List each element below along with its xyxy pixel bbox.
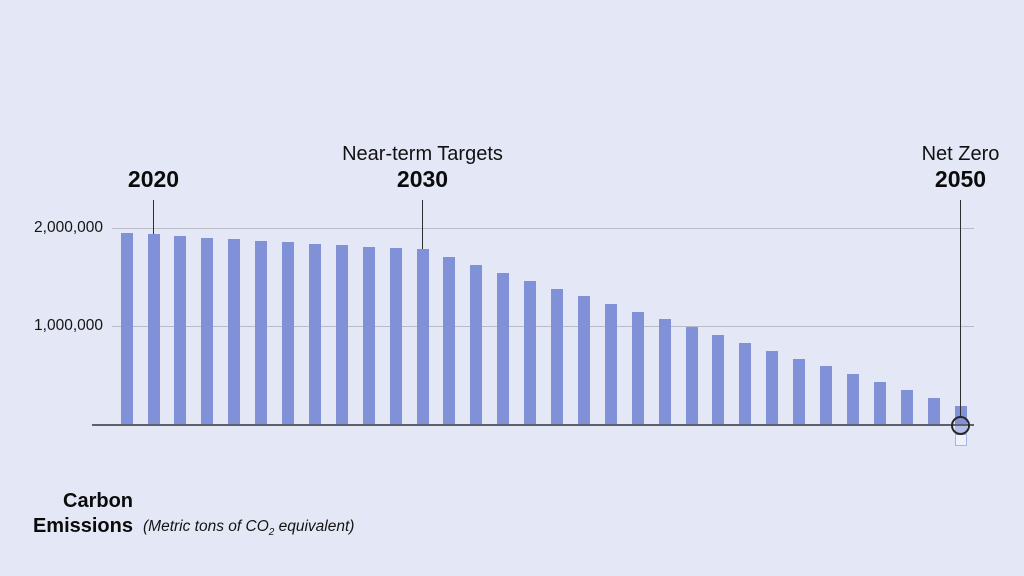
bar-2038 — [631, 312, 644, 425]
unit-label-post: equivalent) — [274, 518, 355, 535]
net-zero-offset-bar — [954, 434, 967, 447]
annotation-label: Near-term Targets — [342, 143, 503, 165]
bar-2035 — [551, 288, 563, 425]
bar-2028 — [362, 247, 375, 425]
annotation-year: 2030 — [396, 166, 449, 192]
bar-2049 — [927, 397, 940, 425]
annotation-2030: Near-term Targets 2030 — [342, 142, 503, 192]
chart-title: Carbon Emissions — [0, 489, 133, 539]
bar-2047 — [873, 382, 886, 425]
bar-2031 — [443, 257, 456, 425]
bar-2043 — [766, 350, 779, 425]
bar-2046 — [846, 374, 859, 425]
annotation-tick-line-2050 — [959, 200, 962, 416]
bar-2020 — [147, 234, 160, 425]
bar-2025 — [282, 242, 294, 425]
bar-2041 — [712, 334, 725, 425]
net-zero-circle-icon — [951, 415, 970, 435]
y-axis-label: 1,000,000 — [34, 317, 103, 334]
bar-2037 — [604, 304, 617, 425]
bar-2021 — [174, 236, 187, 425]
annotation-year: 2020 — [127, 166, 180, 192]
bar-2030 — [416, 249, 429, 425]
unit-label-subscript: 2 — [268, 527, 275, 538]
bar-2040 — [685, 326, 698, 425]
annotation-year: 2050 — [934, 166, 987, 192]
chart-title-block: Carbon Emissions (Metric tons of CO2 equ… — [0, 489, 355, 539]
bar-2048 — [900, 390, 913, 425]
bar-2032 — [470, 264, 483, 425]
bar-2019 — [120, 233, 133, 425]
bar-2033 — [497, 272, 510, 425]
chart-unit-label: (Metric tons of CO2 equivalent) — [143, 518, 354, 538]
gridline-1000000 — [112, 326, 974, 327]
chart-title-line1: Carbon — [63, 490, 133, 512]
unit-label-pre: (Metric tons of CO — [143, 518, 269, 535]
annotation-2050: Net Zero 2050 — [922, 142, 1000, 192]
gridline-2000000 — [112, 227, 974, 229]
bar-2044 — [793, 358, 806, 425]
bar-2027 — [335, 245, 348, 425]
bar-2029 — [389, 248, 402, 425]
bar-2024 — [255, 241, 268, 425]
annotation-tick-line-2020 — [152, 200, 155, 235]
bar-2023 — [228, 239, 241, 425]
x-axis-line — [92, 423, 974, 426]
bar-2036 — [577, 296, 590, 425]
bar-2039 — [658, 319, 671, 425]
bar-2022 — [201, 238, 214, 425]
chart-title-line2: Emissions — [32, 515, 133, 537]
bar-2042 — [739, 342, 752, 425]
annotation-tick-line-2030 — [421, 200, 424, 250]
bar-2045 — [820, 366, 832, 425]
bar-2026 — [308, 244, 321, 425]
y-axis-label: 2,000,000 — [34, 218, 103, 236]
bar-2034 — [524, 280, 537, 425]
annotation-label: Net Zero — [921, 143, 1000, 165]
annotation-2020: 2020 — [128, 166, 179, 192]
